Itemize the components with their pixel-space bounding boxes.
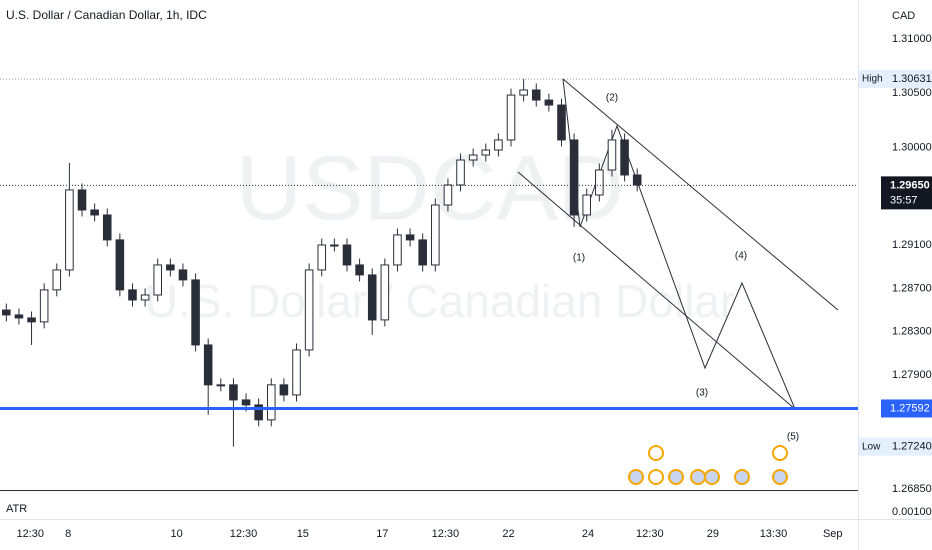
countdown: 35:57 xyxy=(890,194,918,206)
x-tick-label: 17 xyxy=(376,528,388,540)
x-tick-label: 15 xyxy=(297,528,309,540)
candle-body xyxy=(216,384,226,387)
candle-body xyxy=(456,159,465,186)
candle-body xyxy=(39,289,49,323)
candle-body xyxy=(582,194,592,216)
indicator-name: ATR xyxy=(6,503,27,515)
candle-body xyxy=(153,264,163,296)
candle-body xyxy=(494,139,503,151)
candle-body xyxy=(431,204,440,266)
candle-body xyxy=(595,169,604,196)
candle-body xyxy=(65,189,74,271)
channel-lower xyxy=(517,171,796,410)
high-level-label: 1.30631 xyxy=(892,73,932,85)
candle-body xyxy=(468,154,478,161)
support-box xyxy=(881,399,932,418)
high-level-name: High xyxy=(862,74,883,85)
candle-body xyxy=(544,99,554,106)
candle-body xyxy=(481,149,491,156)
candle-body xyxy=(519,89,528,96)
x-tick-label: 24 xyxy=(582,528,594,540)
candle-body xyxy=(178,269,188,281)
chart-title: U.S. Dollar / Canadian Dollar, 1h, IDC xyxy=(6,8,207,22)
x-tick-label: 12:30 xyxy=(636,528,664,540)
candle-body xyxy=(607,139,617,171)
candle-body xyxy=(292,349,301,396)
candle-body xyxy=(393,234,402,266)
y-tick-label: 1.30000 xyxy=(892,141,932,153)
x-tick-label: 12:30 xyxy=(17,528,45,540)
candle-body xyxy=(266,384,276,421)
y-tick-label: 1.27900 xyxy=(892,369,932,381)
wave-label: (1) xyxy=(573,253,585,264)
candle-body xyxy=(90,209,99,216)
candle-body xyxy=(128,289,137,301)
candle-body xyxy=(77,189,87,211)
candle-body xyxy=(14,314,24,319)
candle-body xyxy=(620,139,629,176)
x-tick-label: 8 xyxy=(65,528,71,540)
watermark-sub: U.S. Dollar / Canadian Dollar xyxy=(145,275,736,327)
candle-body xyxy=(304,269,314,351)
candle-body xyxy=(102,214,112,241)
y-tick-label: 1.29100 xyxy=(892,239,932,251)
last-price-label: 1.29650 xyxy=(890,179,930,191)
candle-body xyxy=(380,264,390,321)
candle-body xyxy=(405,234,415,241)
candle-body xyxy=(229,384,238,401)
y-tick-label: 1.31000 xyxy=(892,33,932,45)
candle-body xyxy=(241,399,251,406)
wave-label: (2) xyxy=(606,93,618,104)
x-tick-label: 22 xyxy=(502,528,514,540)
indicator-value: 0.00100 xyxy=(892,506,932,518)
candle-body xyxy=(2,309,11,316)
channel-upper xyxy=(562,78,839,311)
watermark: USDCAD xyxy=(236,137,624,239)
support-label: 1.27592 xyxy=(890,402,930,414)
candle-body xyxy=(569,139,579,216)
candle-body xyxy=(355,264,364,276)
currency: CAD xyxy=(892,10,915,22)
low-level-label: 1.27240 xyxy=(892,441,932,453)
wave-label: (5) xyxy=(787,432,799,443)
low-level-box xyxy=(859,437,932,456)
high-level-box xyxy=(859,70,932,89)
candle-body xyxy=(330,244,339,247)
candle-body xyxy=(632,174,642,186)
x-tick-label: 12:30 xyxy=(230,528,258,540)
candle-body xyxy=(342,244,352,266)
y-tick-label: 1.26850 xyxy=(892,483,932,495)
candle-body xyxy=(115,239,125,291)
x-tick-label: 13:30 xyxy=(760,528,788,540)
candle-body xyxy=(506,94,516,141)
wave-label: (4) xyxy=(735,251,747,262)
x-tick-label: 10 xyxy=(171,528,183,540)
x-tick-label: 12:30 xyxy=(432,528,460,540)
y-tick-label: 1.28700 xyxy=(892,282,932,294)
candle-body xyxy=(367,274,377,321)
candle-body xyxy=(140,294,150,301)
y-tick-label: 1.28300 xyxy=(892,326,932,338)
candle-body xyxy=(418,239,427,266)
candle-body xyxy=(254,404,263,421)
candle-body xyxy=(191,279,200,346)
candle-body xyxy=(203,344,213,386)
y-tick-label: 1.30500 xyxy=(892,87,932,99)
candle-body xyxy=(166,264,175,271)
low-level-name: Low xyxy=(862,441,881,452)
candle-body xyxy=(443,184,453,206)
candle-body xyxy=(557,104,566,141)
x-tick-label: Sep xyxy=(823,528,843,540)
last-price-box xyxy=(881,176,932,210)
wave-label: (3) xyxy=(696,388,708,399)
event-icons xyxy=(628,445,788,485)
candle-body xyxy=(279,384,289,396)
candle-body xyxy=(52,269,62,291)
candle-body xyxy=(531,89,541,101)
x-tick-label: 29 xyxy=(707,528,719,540)
candle-body xyxy=(317,244,327,271)
candle-body xyxy=(27,317,36,323)
